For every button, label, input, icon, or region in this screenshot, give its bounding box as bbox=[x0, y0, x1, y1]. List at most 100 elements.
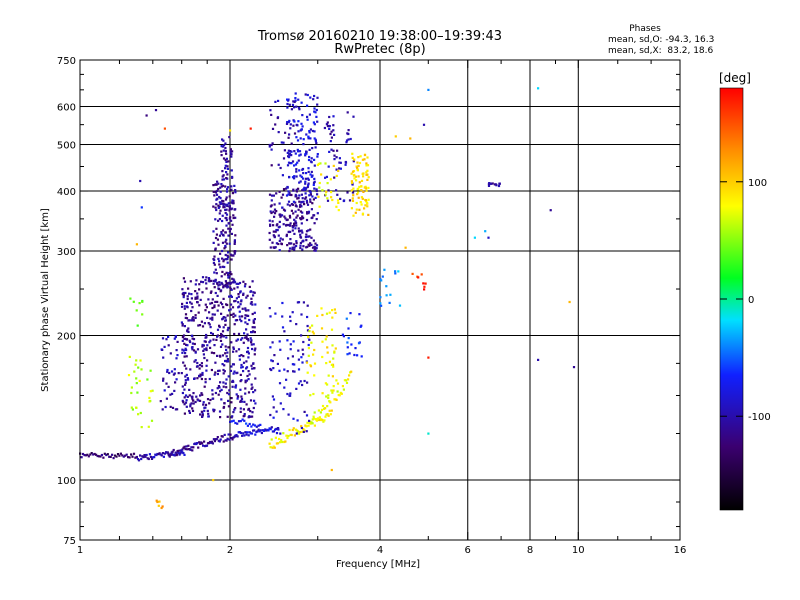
data-point bbox=[196, 301, 199, 304]
data-point bbox=[251, 347, 254, 351]
data-point bbox=[162, 379, 165, 382]
data-point bbox=[277, 427, 280, 430]
data-point bbox=[311, 422, 314, 425]
data-point bbox=[280, 214, 284, 217]
data-point bbox=[292, 188, 295, 191]
data-point bbox=[350, 343, 353, 346]
data-point bbox=[194, 359, 197, 362]
data-point bbox=[245, 296, 248, 299]
data-point bbox=[291, 160, 295, 163]
data-point bbox=[226, 186, 230, 189]
data-point bbox=[342, 199, 345, 203]
data-point bbox=[326, 182, 329, 185]
data-point bbox=[193, 342, 196, 346]
data-point bbox=[308, 130, 311, 133]
data-point bbox=[355, 208, 358, 211]
data-point bbox=[284, 131, 287, 134]
data-point bbox=[306, 177, 310, 180]
data-point bbox=[248, 285, 251, 288]
data-point bbox=[398, 304, 402, 307]
data-point bbox=[169, 393, 172, 396]
data-point bbox=[184, 291, 187, 295]
data-point bbox=[348, 352, 351, 355]
data-point bbox=[233, 184, 236, 187]
data-point bbox=[328, 125, 331, 128]
data-point bbox=[197, 446, 200, 449]
data-point bbox=[292, 100, 295, 103]
data-point bbox=[241, 365, 244, 369]
data-point bbox=[226, 203, 229, 206]
data-point bbox=[293, 120, 296, 123]
data-point bbox=[185, 355, 188, 358]
data-point bbox=[299, 241, 302, 245]
data-point bbox=[220, 154, 223, 157]
data-point bbox=[351, 156, 354, 159]
data-point bbox=[183, 305, 186, 308]
data-point bbox=[188, 394, 191, 397]
data-point bbox=[364, 187, 368, 190]
data-point bbox=[313, 164, 316, 167]
data-point bbox=[247, 309, 250, 312]
data-point bbox=[253, 318, 256, 321]
data-point bbox=[287, 230, 290, 233]
data-point bbox=[177, 372, 180, 375]
data-point bbox=[230, 365, 233, 368]
data-point bbox=[181, 451, 184, 454]
data-point bbox=[269, 346, 272, 349]
data-point bbox=[290, 242, 293, 245]
data-point bbox=[225, 171, 228, 174]
data-point bbox=[111, 453, 114, 456]
data-point bbox=[273, 208, 277, 211]
data-point bbox=[272, 398, 276, 401]
data-point bbox=[326, 197, 329, 200]
data-point bbox=[283, 215, 286, 218]
data-point bbox=[197, 324, 200, 327]
data-point bbox=[290, 142, 293, 145]
data-point bbox=[198, 324, 202, 327]
data-point bbox=[218, 195, 221, 199]
data-point bbox=[139, 411, 142, 415]
data-point bbox=[109, 455, 112, 458]
data-point bbox=[285, 224, 288, 227]
data-point bbox=[227, 222, 230, 225]
data-point bbox=[303, 186, 306, 189]
data-point bbox=[198, 283, 201, 286]
data-point bbox=[132, 452, 136, 455]
data-point bbox=[237, 395, 240, 398]
data-point bbox=[240, 363, 243, 367]
data-point bbox=[223, 273, 226, 276]
data-point bbox=[300, 313, 303, 316]
data-point bbox=[311, 147, 314, 150]
data-point bbox=[295, 194, 298, 198]
data-point bbox=[290, 193, 293, 197]
data-point bbox=[334, 347, 337, 350]
data-point bbox=[281, 193, 285, 196]
data-point bbox=[232, 216, 235, 220]
data-point bbox=[356, 169, 359, 172]
data-point bbox=[202, 403, 205, 406]
data-point bbox=[363, 158, 366, 161]
data-point bbox=[304, 192, 307, 195]
data-point bbox=[202, 444, 205, 447]
data-point bbox=[292, 340, 295, 343]
data-point bbox=[484, 230, 487, 233]
data-point bbox=[221, 363, 224, 366]
data-point bbox=[351, 199, 355, 202]
data-point bbox=[219, 438, 222, 441]
data-point bbox=[301, 217, 304, 220]
data-point bbox=[268, 231, 271, 235]
data-point bbox=[241, 307, 244, 310]
data-point bbox=[131, 455, 134, 458]
data-point bbox=[288, 214, 291, 217]
data-point bbox=[292, 212, 295, 215]
data-point bbox=[186, 395, 189, 398]
data-point bbox=[325, 123, 328, 126]
data-point bbox=[285, 378, 288, 381]
y-tick-label: 500 bbox=[57, 141, 76, 152]
data-point bbox=[212, 279, 215, 282]
data-point bbox=[422, 282, 425, 285]
data-point bbox=[303, 429, 306, 432]
data-point bbox=[220, 249, 224, 253]
data-point bbox=[287, 155, 290, 158]
data-point bbox=[218, 386, 221, 389]
